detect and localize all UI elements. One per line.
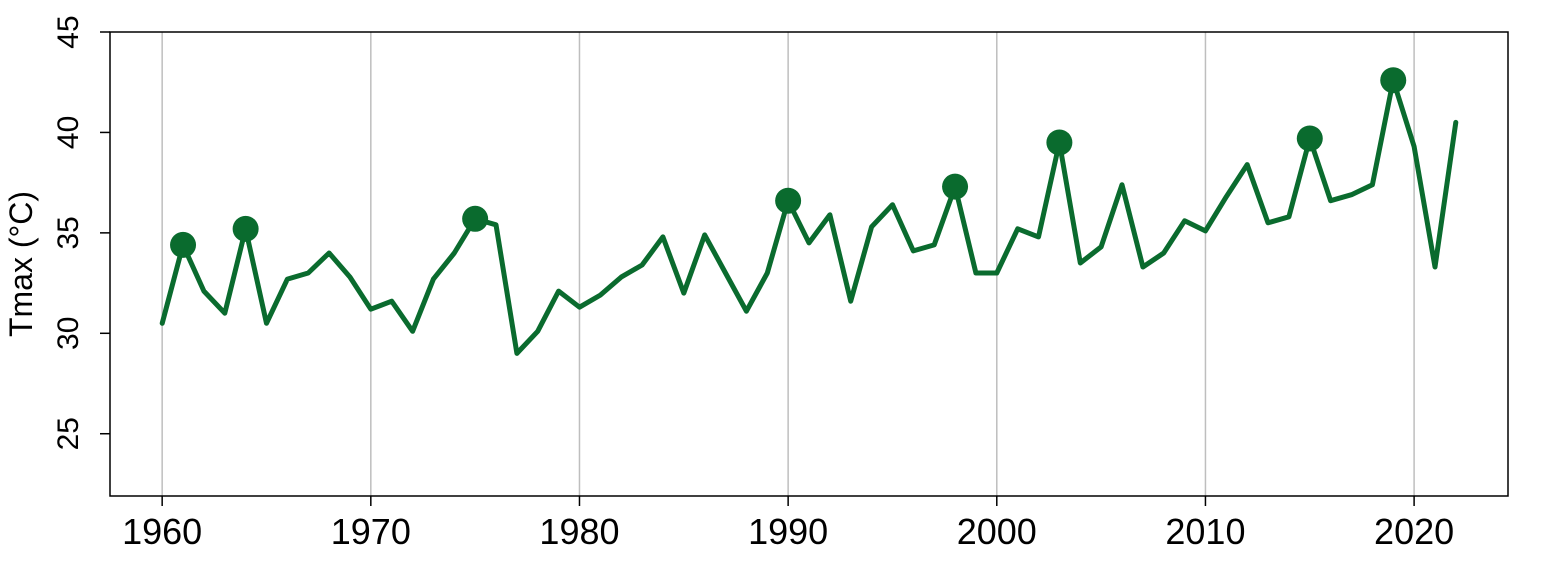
x-tick-label: 1970: [331, 511, 411, 552]
highlight-point: [170, 231, 197, 258]
y-tick-label: 40: [52, 116, 85, 149]
x-tick-label: 2020: [1374, 511, 1454, 552]
highlight-point: [1296, 125, 1323, 152]
highlighted-points: [170, 67, 1407, 258]
plot-frame: [109, 31, 1509, 497]
x-axis: 1960 1970 1980 1990 2000 2010 2020: [122, 496, 1454, 552]
y-tick-label: 25: [52, 417, 85, 450]
y-tick-label: 45: [52, 15, 85, 48]
x-tick-label: 1990: [748, 511, 828, 552]
highlight-point: [232, 215, 259, 242]
highlight-point: [462, 205, 489, 232]
highlight-point: [1046, 129, 1073, 156]
series-tmax: [159, 77, 1459, 356]
x-tick-label: 2010: [1165, 511, 1245, 552]
x-tick-label: 1960: [122, 511, 202, 552]
y-tick-label: 30: [52, 317, 85, 350]
y-tick-label: 35: [52, 216, 85, 249]
x-tick-label: 2000: [957, 511, 1037, 552]
highlight-point: [775, 187, 802, 214]
series-line: [159, 77, 1459, 356]
y-axis-label: Tmax (°C): [3, 191, 39, 337]
x-tick-label: 1980: [539, 511, 619, 552]
y-axis: 25 30 35 40 45: [52, 15, 110, 450]
highlight-point: [942, 173, 969, 200]
highlight-point: [1380, 67, 1407, 94]
gridlines: [161, 32, 1415, 496]
